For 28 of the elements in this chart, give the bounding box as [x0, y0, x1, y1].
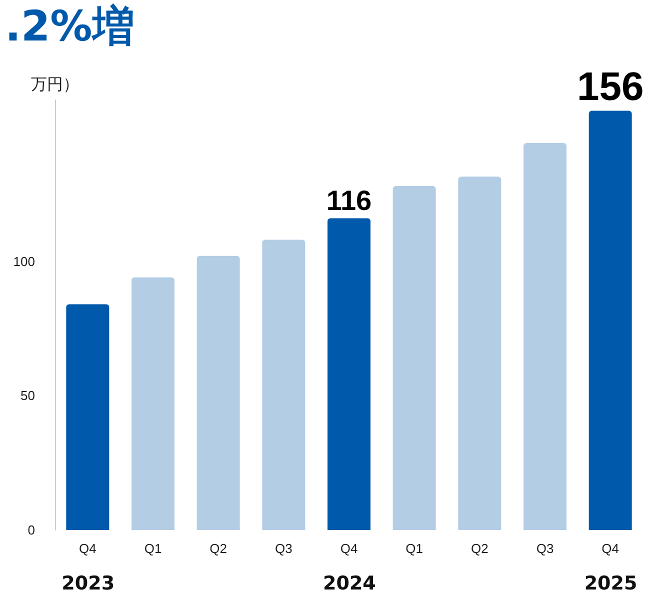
chart-title: .2%増 — [5, 2, 134, 50]
bar — [66, 304, 110, 530]
x-tick-label: Q4 — [602, 541, 620, 556]
y-tick-label: 100 — [13, 254, 35, 269]
x-tick-label: Q3 — [536, 541, 554, 556]
y-tick-label: 50 — [20, 388, 35, 404]
bar — [132, 277, 174, 530]
x-tick-label: Q2 — [210, 541, 228, 556]
bar — [392, 186, 436, 530]
data-label: 116 — [326, 184, 372, 216]
x-tick-label: Q2 — [470, 541, 488, 556]
text: 2023 — [62, 572, 115, 594]
x-tick-label: Q1 — [144, 541, 162, 556]
text: 2024 — [323, 572, 376, 594]
bar — [328, 218, 370, 530]
x-tick-label: Q4 — [78, 541, 96, 556]
bar — [262, 240, 306, 530]
data-label: 156 — [576, 64, 644, 109]
bar — [524, 143, 566, 530]
bar — [588, 110, 632, 530]
bar — [196, 256, 240, 530]
y-tick-label: 0 — [28, 522, 35, 538]
x-tick-label: Q3 — [274, 541, 292, 556]
y-axis-title: 万円） — [31, 74, 79, 94]
x-tick-label: Q1 — [406, 541, 424, 556]
x-tick-label: Q4 — [340, 541, 358, 556]
text: 2025 — [584, 572, 638, 594]
bar — [458, 176, 502, 530]
